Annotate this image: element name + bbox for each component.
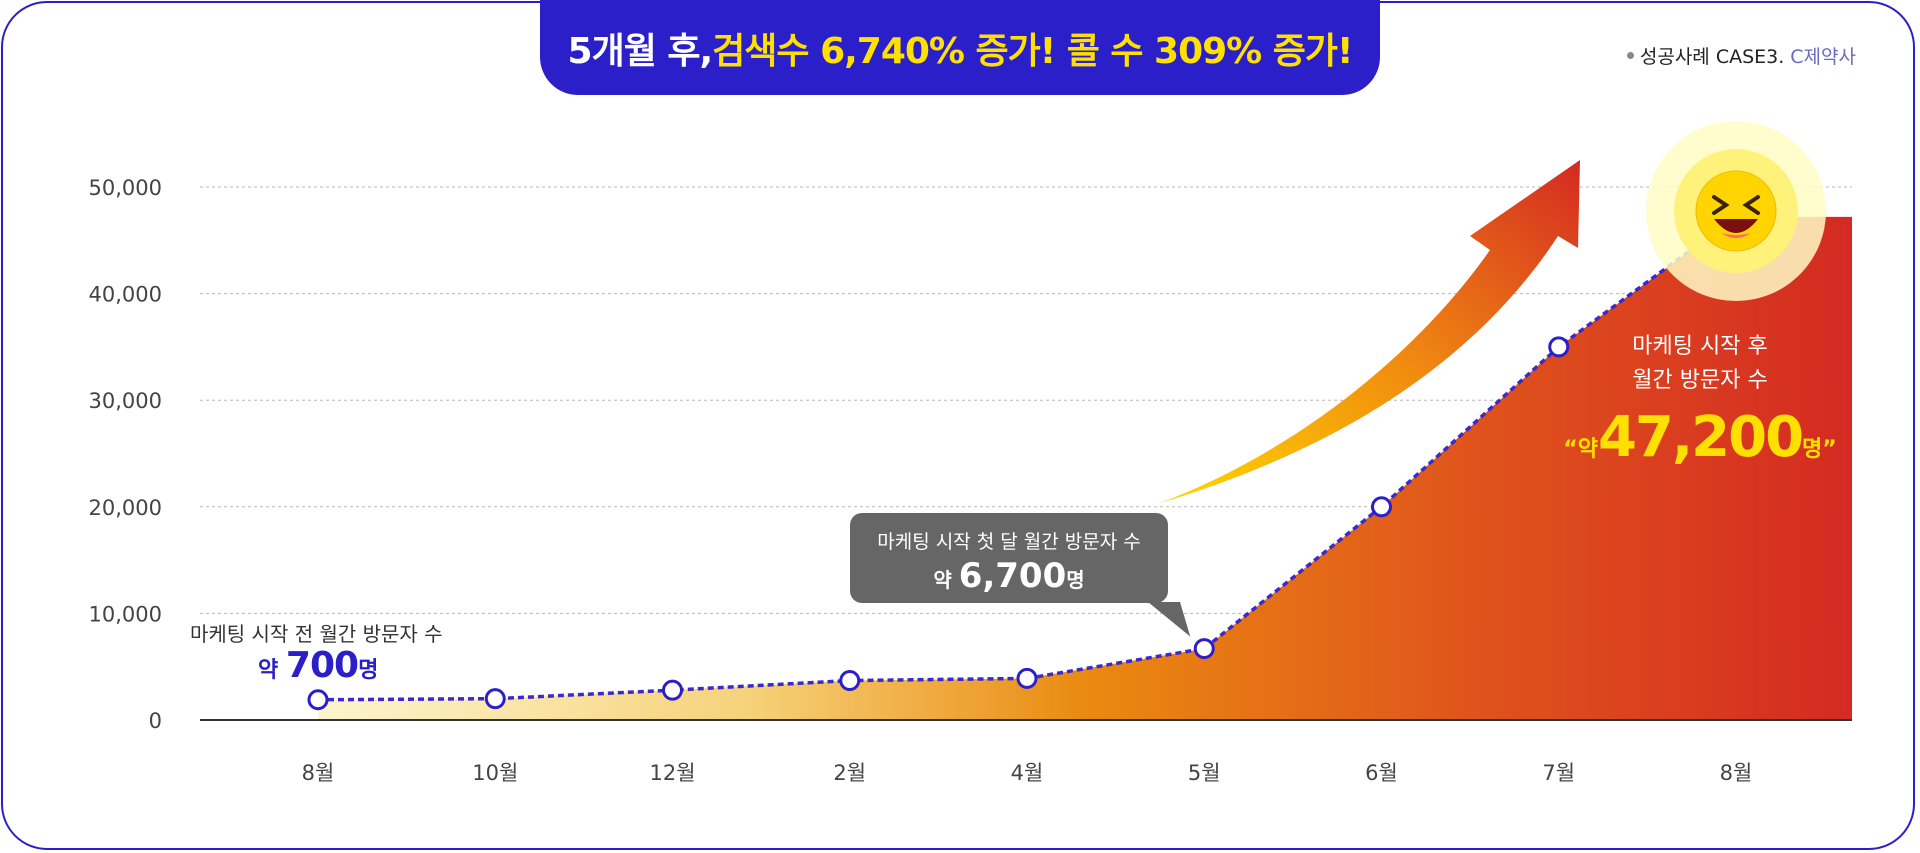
data-point [1371, 496, 1392, 518]
x-tick-label: 12월 [649, 761, 695, 785]
post-value-number: 47,200 [1597, 405, 1804, 470]
x-tick-label: 6월 [1365, 761, 1398, 785]
approx-prefix: 약 [933, 568, 959, 592]
case-number: 성공사례 CASE3. [1639, 46, 1785, 68]
x-tick-label: 4월 [1011, 761, 1044, 785]
pre-value-unit: 명 [358, 658, 379, 683]
x-tick-label: 2월 [833, 761, 866, 785]
x-tick-label: 8월 [1720, 761, 1753, 785]
y-tick-label: 20,000 [89, 496, 162, 520]
post-value-unit: 명” [1802, 437, 1837, 462]
first-month-tooltip: 마케팅 시작 첫 달 월간 방문자 수 약 6,700명 [850, 513, 1168, 603]
data-point [662, 679, 683, 701]
data-point [1193, 638, 1215, 660]
company-name: C제약사 [1790, 46, 1856, 68]
tooltip-pointer [1148, 602, 1191, 637]
laughing-emoji-icon [1646, 121, 1826, 301]
post-label-line2: 월간 방문자 수 [1632, 368, 1768, 393]
first-month-number: 6,700 [958, 556, 1067, 596]
first-month-unit: 명 [1066, 568, 1085, 592]
data-point [1016, 667, 1038, 689]
y-tick-label: 0 [149, 709, 162, 733]
data-point [839, 670, 861, 692]
x-tick-label: 8월 [302, 761, 335, 785]
x-tick-label: 5월 [1188, 761, 1221, 785]
y-tick-label: 50,000 [89, 176, 162, 200]
pre-marketing-value: 약 700명 [258, 645, 378, 686]
post-open-quote: “약 [1563, 437, 1598, 462]
data-point [484, 688, 506, 710]
pre-value-number: 700 [285, 645, 359, 686]
headline-text: 5개월 후, [567, 30, 714, 72]
data-point [1548, 336, 1570, 358]
x-tick-label: 7월 [1542, 761, 1575, 785]
approx-prefix: 약 [258, 658, 286, 683]
y-tick-label: 30,000 [89, 389, 162, 413]
y-tick-label: 40,000 [89, 283, 162, 307]
post-marketing-value: “약47,200명” [1540, 405, 1860, 470]
y-tick-label: 10,000 [89, 602, 162, 626]
up-arrow-icon [1160, 160, 1580, 503]
visitors-area [318, 216, 1852, 720]
data-point [307, 689, 329, 711]
pre-marketing-label: 마케팅 시작 전 월간 방문자 수 [190, 622, 443, 646]
post-marketing-label: 마케팅 시작 후 월간 방문자 수 [1560, 330, 1840, 398]
bullet-dot-icon [1626, 52, 1634, 59]
first-month-label: 마케팅 시작 첫 달 월간 방문자 수 [877, 531, 1141, 553]
first-month-value: 약 6,700명 [850, 556, 1168, 596]
x-tick-label: 10월 [472, 761, 518, 785]
headline-highlight: 검색수 6,740% 증가! 콜 수 309% 증가! [712, 30, 1353, 72]
post-label-line1: 마케팅 시작 후 [1632, 334, 1768, 359]
headline-banner: 5개월 후, 검색수 6,740% 증가! 콜 수 309% 증가! [540, 0, 1380, 95]
case-label: 성공사례 CASE3. C제약사 [1626, 42, 1856, 69]
visitors-line [317, 215, 1738, 702]
